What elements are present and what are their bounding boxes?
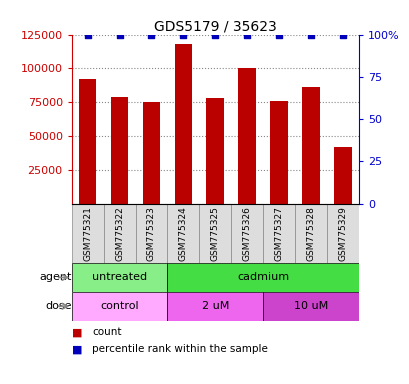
Point — [339, 31, 345, 38]
Bar — [72, 204, 103, 263]
Text: untreated: untreated — [92, 272, 147, 283]
Bar — [270, 101, 287, 204]
Point — [243, 31, 250, 38]
Point — [307, 31, 313, 38]
Text: GSM775329: GSM775329 — [337, 206, 346, 261]
Bar — [206, 98, 223, 204]
Point — [275, 31, 282, 38]
Bar — [72, 292, 167, 321]
Text: GSM775325: GSM775325 — [210, 206, 219, 261]
Point — [84, 31, 91, 38]
Bar — [79, 79, 96, 204]
Text: GSM775326: GSM775326 — [242, 206, 251, 261]
Text: GSM775328: GSM775328 — [306, 206, 315, 261]
Bar — [199, 204, 231, 263]
Point — [180, 31, 186, 38]
Title: GDS5179 / 35623: GDS5179 / 35623 — [153, 20, 276, 33]
Text: GSM775323: GSM775323 — [146, 206, 155, 261]
Bar — [238, 68, 255, 204]
Bar — [72, 263, 167, 292]
Text: cadmium: cadmium — [236, 272, 288, 283]
Text: ■: ■ — [72, 344, 82, 354]
Bar — [301, 87, 319, 204]
Bar — [103, 204, 135, 263]
Text: control: control — [100, 301, 139, 311]
Bar — [326, 204, 358, 263]
Point — [211, 31, 218, 38]
Text: 10 uM: 10 uM — [293, 301, 327, 311]
Text: GSM775327: GSM775327 — [274, 206, 283, 261]
Point — [148, 31, 154, 38]
Bar — [263, 292, 358, 321]
Bar — [174, 44, 192, 204]
Text: agent: agent — [39, 272, 72, 283]
Text: GSM775324: GSM775324 — [178, 206, 187, 261]
Text: 2 uM: 2 uM — [201, 301, 228, 311]
Bar — [135, 204, 167, 263]
Bar — [294, 204, 326, 263]
Point — [116, 31, 123, 38]
Text: percentile rank within the sample: percentile rank within the sample — [92, 344, 267, 354]
Text: ■: ■ — [72, 327, 82, 337]
Bar — [167, 292, 263, 321]
Bar — [263, 204, 294, 263]
Bar — [167, 204, 199, 263]
Text: count: count — [92, 327, 121, 337]
Bar — [110, 97, 128, 204]
Text: GSM775322: GSM775322 — [115, 206, 124, 261]
Text: dose: dose — [45, 301, 72, 311]
Bar — [142, 102, 160, 204]
Bar — [231, 204, 263, 263]
Text: GSM775321: GSM775321 — [83, 206, 92, 261]
Bar — [333, 147, 351, 204]
Bar — [167, 263, 358, 292]
